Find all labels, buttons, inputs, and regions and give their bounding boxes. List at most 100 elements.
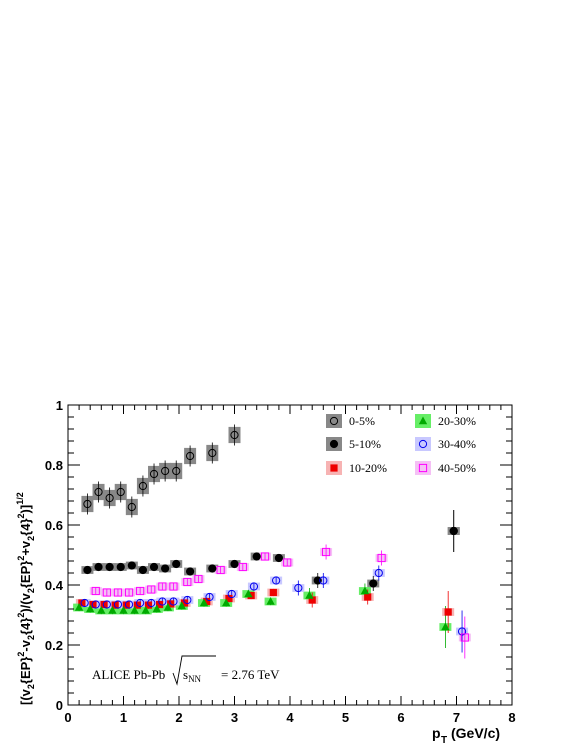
data-point-30-40pct (205, 592, 214, 602)
data-point-5-10pct (230, 559, 239, 569)
data-point-0-5pct (116, 487, 125, 497)
systematic-boxes-layer (73, 426, 471, 642)
x-tick-labels: 0 1 2 3 4 5 6 7 8 (64, 710, 515, 725)
data-point-5-10pct (149, 562, 159, 572)
data-point-5-10pct (94, 562, 103, 572)
data-point-20-30pct (86, 604, 95, 613)
data-point-40-50pct (147, 585, 156, 594)
data-point-5-10pct (274, 553, 283, 563)
data-point-5-10pct (369, 579, 378, 588)
x-tick-label: 6 (397, 710, 404, 725)
legend-label-10-20pct: 10-20% (349, 461, 387, 475)
data-point-5-10pct (138, 565, 148, 575)
data-point-5-10pct (127, 561, 136, 570)
legend-label-30-40pct: 30-40% (438, 437, 476, 451)
x-tick-label: 4 (286, 710, 294, 725)
markers-layer (74, 430, 469, 642)
data-point-0-5pct (149, 469, 159, 479)
data-point-0-5pct (105, 493, 114, 503)
y-tick-labels: 0 0.2 0.4 0.6 0.8 1 (45, 398, 64, 713)
data-point-0-5pct (172, 466, 181, 476)
sqrt-symbol (172, 655, 216, 686)
data-point-40-50pct (183, 577, 192, 587)
x-tick-label: 7 (453, 710, 460, 725)
data-point-0-5pct (230, 430, 239, 440)
data-point-10-20pct (269, 588, 277, 597)
data-point-40-50pct (460, 633, 469, 642)
data-point-20-30pct (221, 598, 231, 607)
data-point-20-30pct (266, 597, 275, 605)
data-point-30-40pct (136, 598, 145, 608)
x-axis-title-sub: T (441, 735, 447, 746)
data-point-20-30pct (163, 603, 173, 611)
data-point-30-40pct (457, 627, 467, 636)
data-point-0-5pct (208, 448, 217, 458)
data-point-10-20pct (444, 608, 452, 616)
data-point-30-40pct (374, 568, 383, 578)
legend-marker-10-20pct (330, 464, 338, 472)
data-point-40-50pct (260, 552, 270, 561)
data-point-10-20pct (364, 593, 372, 601)
x-tick-label: 8 (508, 710, 515, 725)
data-point-40-50pct (169, 582, 178, 591)
data-point-30-40pct (272, 576, 281, 585)
x-axis-title-unit: (GeV/c) (451, 725, 500, 741)
legend-marker-30-40pct (418, 439, 428, 449)
data-point-40-50pct (158, 582, 167, 591)
data-point-30-40pct (124, 600, 134, 609)
data-point-30-40pct (227, 589, 236, 599)
data-point-20-30pct (130, 606, 139, 614)
y-tick-label: 1 (56, 398, 63, 413)
data-point-0-5pct (186, 451, 195, 461)
x-axis-title: p T (GeV/c) (432, 725, 500, 746)
data-point-10-20pct (203, 597, 211, 606)
data-point-40-50pct (136, 586, 145, 596)
data-point-0-5pct (83, 499, 92, 509)
data-point-30-40pct (147, 598, 156, 608)
x-axis-title-p: p (432, 725, 441, 741)
data-point-5-10pct (313, 576, 322, 585)
data-point-10-20pct (89, 600, 97, 609)
data-point-30-40pct (169, 597, 178, 606)
y-tick-label: 0.8 (45, 458, 63, 473)
x-tick-label: 1 (120, 710, 127, 725)
data-point-5-10pct (161, 564, 170, 573)
data-point-5-10pct (186, 567, 195, 576)
data-point-40-50pct (377, 553, 386, 563)
y-tick-label: 0.2 (45, 638, 63, 653)
data-point-30-40pct (91, 600, 100, 609)
y-tick-label: 0 (56, 698, 63, 713)
legend: 0-5% 5-10% 10-20% 20-30% 30-40% 40-50% (326, 414, 476, 475)
data-point-30-40pct (80, 598, 89, 608)
data-point-0-5pct (138, 481, 148, 491)
data-point-20-30pct (199, 598, 209, 607)
legend-swatch-0-5pct (326, 414, 342, 428)
x-tick-label: 5 (342, 710, 349, 725)
data-point-20-30pct (441, 622, 450, 631)
data-point-30-40pct (319, 576, 328, 585)
data-point-5-10pct (83, 565, 92, 575)
data-point-0-5pct (94, 487, 103, 497)
data-point-40-50pct (194, 574, 203, 584)
data-point-40-50pct (216, 565, 225, 575)
data-point-40-50pct (91, 586, 100, 596)
data-point-40-50pct (321, 547, 331, 557)
data-point-20-30pct (244, 589, 253, 598)
data-point-30-40pct (158, 597, 167, 606)
data-point-40-50pct (283, 558, 292, 567)
data-point-5-10pct (449, 526, 458, 536)
legend-label-40-50pct: 40-50% (438, 461, 476, 475)
y-axis-title-text: [(v2{EP}2-v2{4}2)/(v2{EP}2+v2{4}2)]1/2 (15, 492, 36, 705)
data-point-20-30pct (141, 606, 150, 614)
axis-ticks-layer (67, 404, 513, 706)
data-point-10-20pct (100, 600, 108, 609)
y-tick-label: 0.6 (45, 518, 63, 533)
x-tick-label: 0 (64, 710, 71, 725)
x-tick-label: 3 (231, 710, 238, 725)
legend-swatch-40-50pct (415, 461, 431, 475)
legend-label-20-30pct: 20-30% (438, 414, 476, 428)
data-point-40-50pct (102, 588, 111, 597)
data-point-30-40pct (249, 582, 259, 591)
annotation-energy-symbol: sNN (183, 667, 202, 684)
